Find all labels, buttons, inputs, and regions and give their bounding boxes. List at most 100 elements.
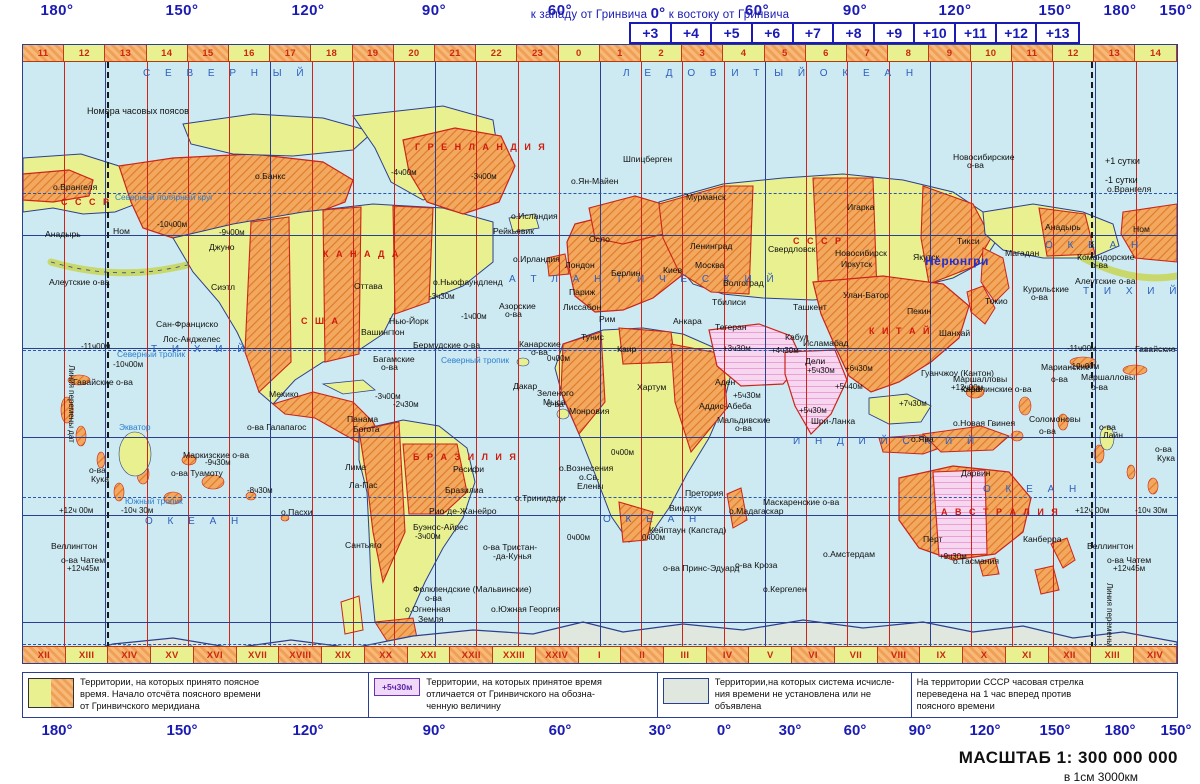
city-label: Сиэтл [211,282,235,292]
utc-offset-plus3: +3 [631,24,672,42]
longitude-label-bottom-2: 120° [292,722,324,739]
city-label: о.Мадагаскар [729,506,784,516]
zone-roman-VII: VII [834,647,878,663]
legend-item-1: +5ч30м Территории, на которых принятое вр… [369,673,658,717]
city-label: о.Огненная [405,604,451,614]
city-label: о-ва Туамоту [171,468,223,478]
timezone-offset-label: 0ч00м [547,354,571,363]
city-label: Дакар [513,381,538,391]
world-timezone-map[interactable]: 11 12 13 14 15 16 17 18 19 20 21 22 23 0 1 2 3 4 5 6 7 8 9 10 11… [22,44,1178,664]
country-label: К И Т А Й [869,326,932,336]
meridian-line [641,62,643,646]
parallel-line [23,235,1177,236]
meridian-line [682,62,684,646]
city-label: Мехико [269,389,299,399]
utc-offset-plus5: +5 [712,24,753,42]
zone-roman-strip-bottom: XII XIII XIV XV XVI XVII XVIII XIX XX XXI XXII XXII… [23,646,1177,663]
city-label: Маршалловы [953,374,1008,384]
meridian-line [558,62,560,646]
city-label: о-ва [89,465,106,475]
city-label: Ташкент [793,302,827,312]
utc-offset-row: +3 +4 +5 +6 +7 +8 +9 +10 +11 +12 +13 [629,22,1080,44]
city-label: о-ва Принс-Эдуард [663,563,740,573]
meridian-line [435,62,437,646]
longitude-label-top-5: 60° [744,2,770,19]
legend-line: Территории,на которых система исчисле- [714,677,895,687]
zone-number-13: 13 [1094,45,1136,61]
ocean-label: О К Е А Н [983,484,1083,495]
city-label: Москва [695,260,725,270]
zone-number-13: 13 [105,45,147,61]
city-label: Каролинские о-ва [961,384,1032,394]
city-label: Азорские [499,301,536,311]
date-change-line-label: Линия перемены дат [1105,583,1114,661]
city-label: Перт [923,534,943,544]
utc-offset-plus11: +11 [956,24,997,42]
city-label: Соломоновы [1029,414,1081,424]
utc-offset-plus7: +7 [794,24,835,42]
legend-line: отличается от Гринвичского на обозна- [426,688,595,699]
bottom-longitude-ruler: 180° 150° 120° 90° 60° 30° 0° 30° 60° 90° 120° 150°… [0,722,1200,744]
ocean-label: О К Е А Н [1045,240,1145,251]
city-label: о-ва [1031,292,1048,302]
meridian-line [1053,62,1055,646]
timezone-offset-label: -10ч 30м [1135,506,1168,515]
city-label: Новосибирск [835,248,887,258]
city-label: Гавайские о-ва [1135,344,1177,354]
city-label: о.Св. [579,472,600,482]
city-label: о.Амстердам [823,549,876,559]
legend-item-2: Территории,на которых система исчисле-ни… [658,673,912,717]
city-label: Шпицберген [623,154,673,164]
legend-text-2: Территории,на которых система исчисле-ни… [715,677,895,713]
zone-number-22: 22 [476,45,518,61]
city-label: о.Врангеля [1107,184,1152,194]
city-label: Париж [569,287,596,297]
legend-line: Территории, на которых принятое время [426,677,602,687]
city-label: Кабул [785,332,809,342]
city-label: о-ва [381,362,398,372]
ocean-label: А Т Л А Н Т И Ч Е С К И Й [509,274,780,285]
city-label: о.Ньюфаундленд [433,277,503,287]
longitude-label-bottom-4: 60° [548,722,572,739]
city-label: Тикси [957,236,980,246]
city-label: о.Вознесения [559,463,614,473]
zone-roman-VIII: VIII [877,647,921,663]
city-label: Анадырь [45,229,81,239]
timezone-offset-label: -3ч00м [375,392,401,401]
zone-number-2: 2 [641,45,683,61]
city-label: о-ва [1099,422,1116,432]
city-label: Нью-Йорк [389,316,429,326]
city-label: Лайн [1103,430,1123,440]
city-label: Сан-Франциско [156,319,219,329]
city-label: о-ва Тристан- [483,542,538,552]
meridian-line [888,62,890,646]
city-label: Лос-Анджелес [163,334,221,344]
city-label: о.Ирландия [513,254,560,264]
city-label: о.Южная Георгия [491,604,561,614]
timezone-offset-label: -10ч00м [1069,362,1100,371]
timezone-offset-label: -9ч30м [205,458,231,467]
city-label: Каир [617,344,637,354]
legend-item-3: На территории СССР часовая стрелка переве… [912,673,1177,717]
zone-roman-II: II [621,647,665,663]
zone-number-7: 7 [847,45,889,61]
city-label: -да-Кунья [493,551,532,561]
zone-number-5: 5 [764,45,806,61]
zone-number-9: 9 [929,45,971,61]
zone-roman-III: III [664,647,707,663]
zone-roman-XIV: XIV [1134,647,1177,663]
city-label: Монровия [569,406,610,416]
longitude-label-top-8: 150° [1038,2,1072,19]
zone-roman-XIII: XIII [1091,647,1135,663]
geographic-line-label: Экватор [119,422,151,432]
city-label: Елены [577,481,604,491]
city-label: о-ва [1091,382,1108,392]
utc-offset-plus9: +9 [875,24,916,42]
meridian-line [476,62,478,646]
city-label: Осло [589,234,610,244]
meridian-line [270,62,272,646]
city-label: Рио-де-Жанейро [429,506,497,516]
zone-roman-IX: IX [920,647,964,663]
country-label: А В С Т Р А Л И Я [941,507,1061,517]
timezone-offset-label: +5ч40м [835,382,863,391]
